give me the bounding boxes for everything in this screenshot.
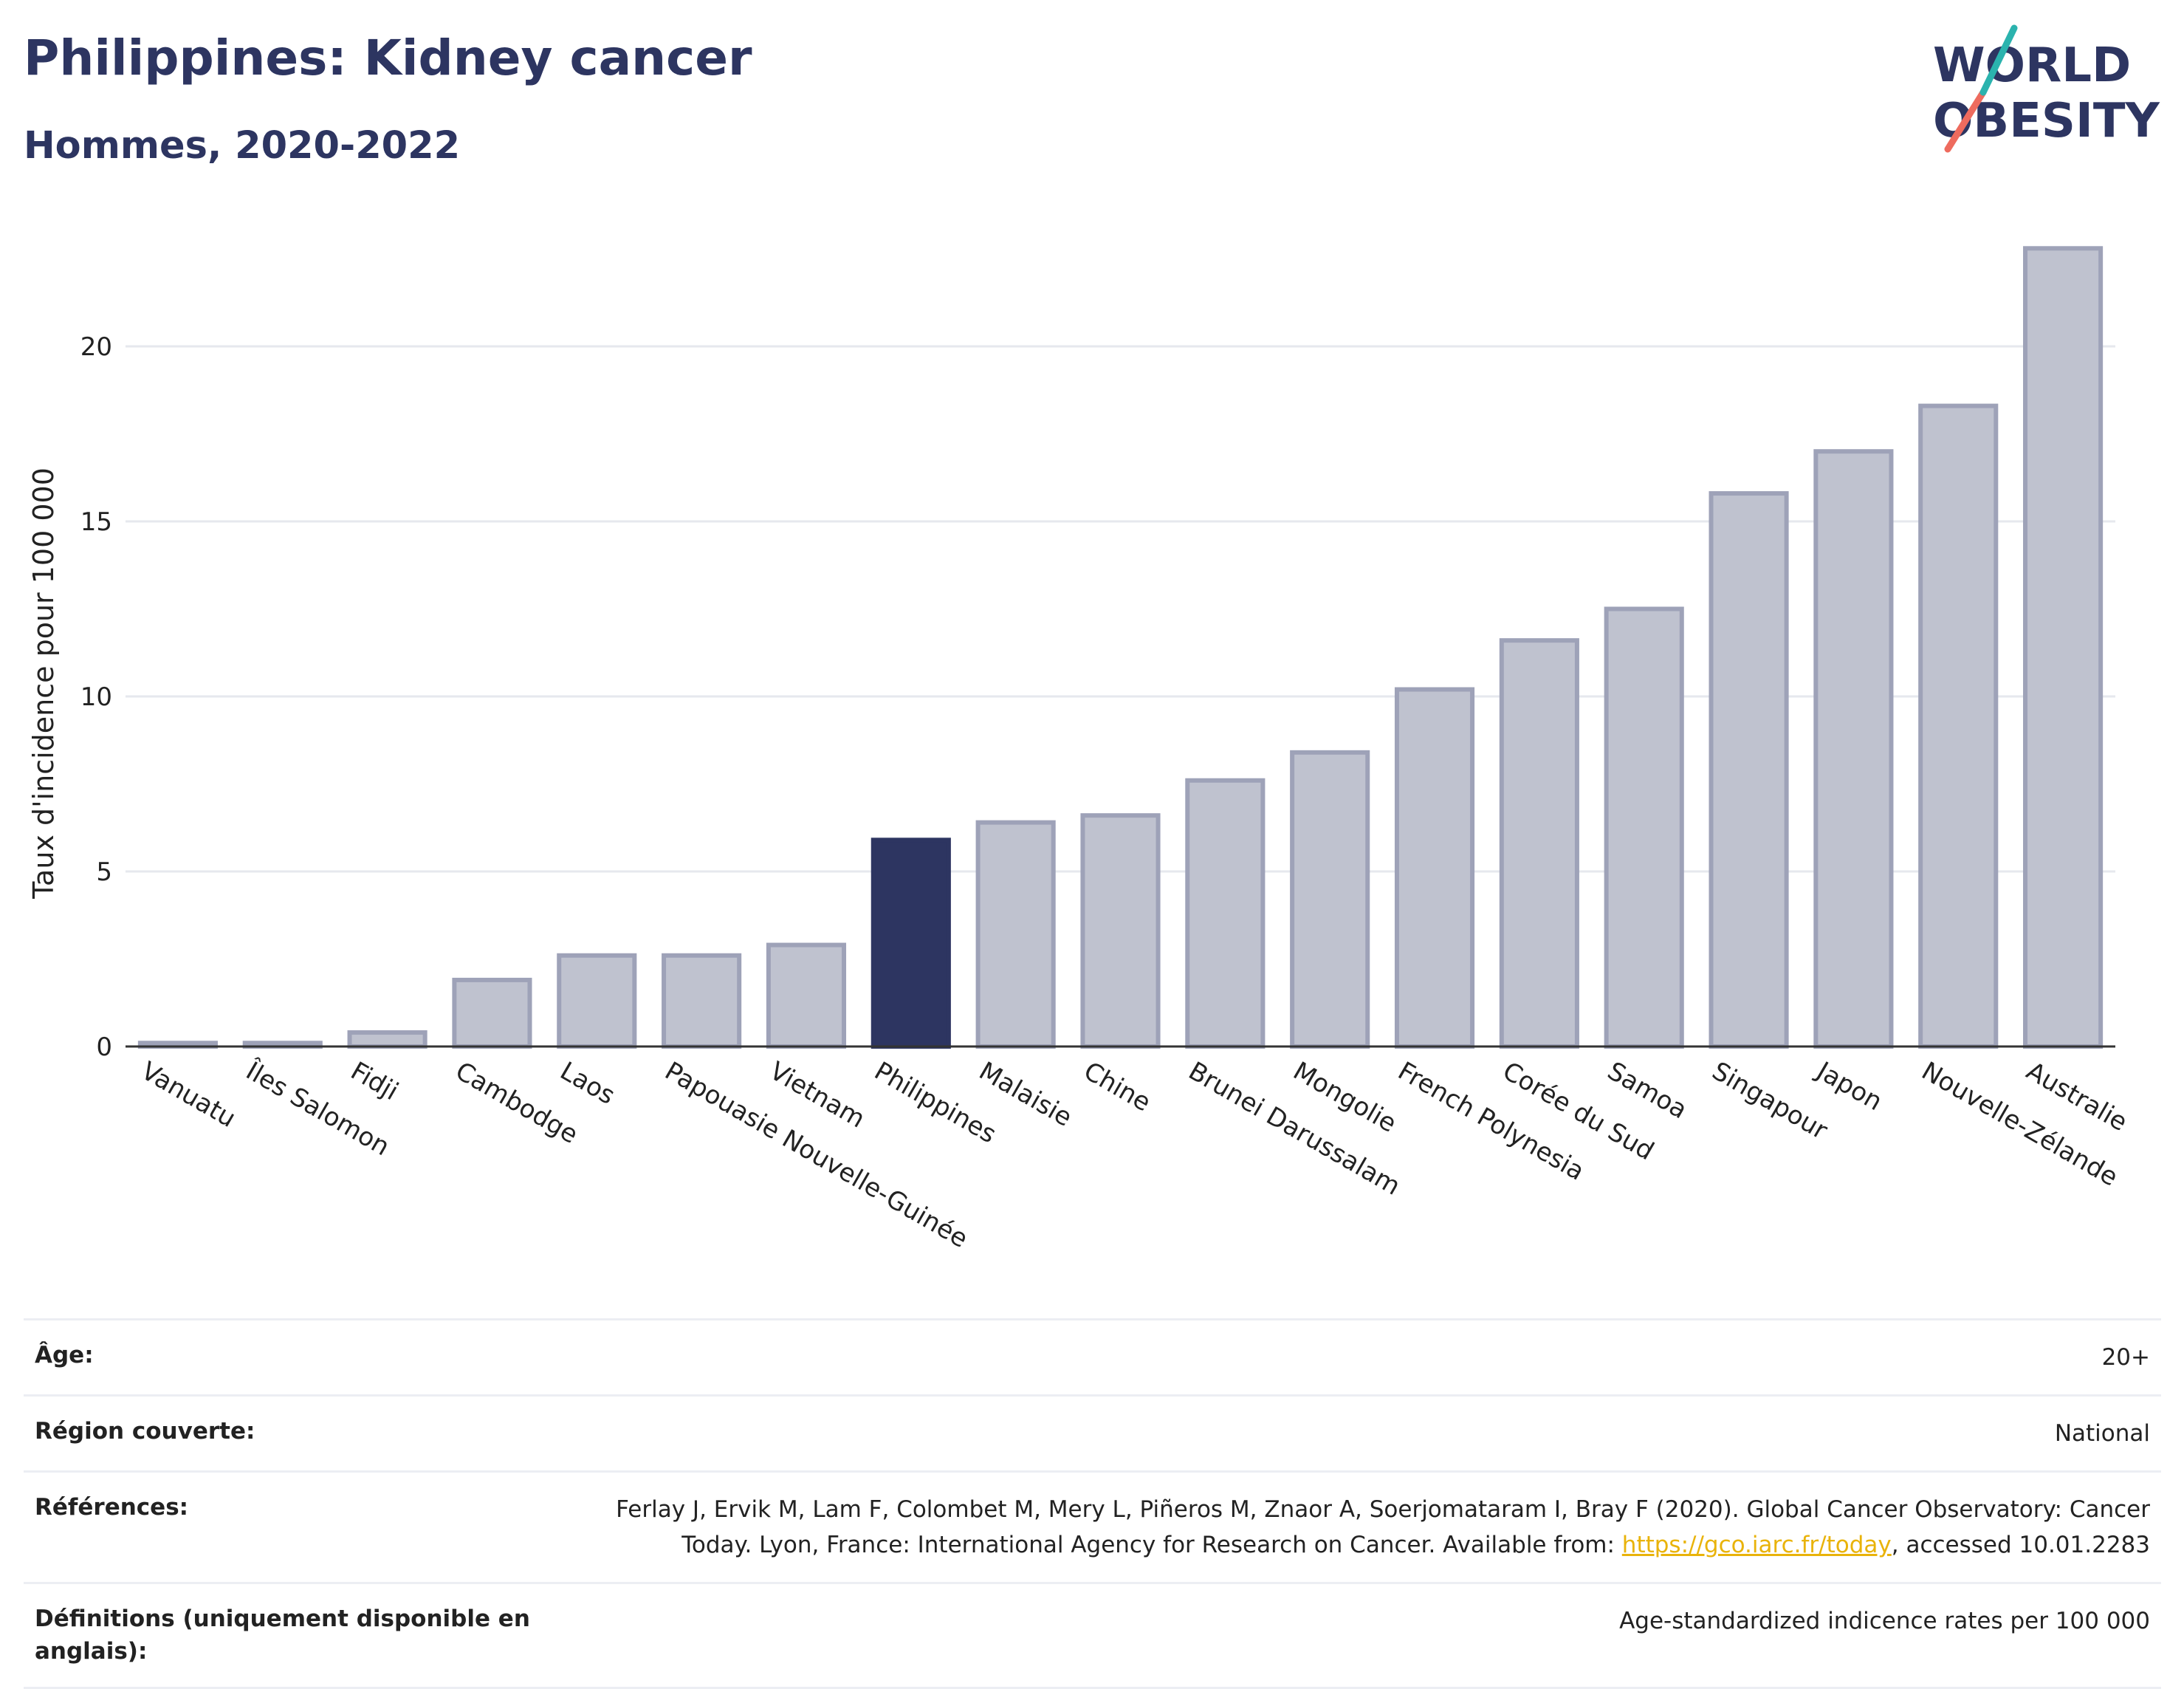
region-label: Région couverte: (35, 1418, 255, 1445)
references-line2-post: , accessed 10.01.2283 (1891, 1532, 2150, 1559)
bar-australie (2023, 246, 2104, 1049)
definitions-label: Définitions (uniquement disponible en an… (35, 1606, 530, 1665)
age-value: 20+ (2101, 1344, 2150, 1371)
chart-title: Philippines: Kidney cancer (24, 30, 752, 86)
references-label: Références: (35, 1494, 189, 1521)
x-tick-label: Singapour (1707, 1056, 1833, 1145)
x-tick-label: Japon (1810, 1055, 1887, 1117)
y-tick-label: 15 (80, 507, 112, 537)
references-row: Références: Ferlay J, Ervik M, Lam F, Co… (24, 1470, 2161, 1582)
bar-mongolie (1290, 750, 1370, 1049)
bar-samoa (1604, 606, 1684, 1049)
references-link[interactable]: https://gco.iarc.fr/today (1621, 1532, 1892, 1559)
age-label: Âge: (35, 1342, 94, 1368)
bar-nouvelle-z-lande (1918, 403, 1999, 1049)
y-tick-label: 0 (96, 1032, 112, 1062)
region-row: Région couverte: National (24, 1394, 2161, 1470)
bar-cor-e-du-sud (1499, 638, 1579, 1049)
definitions-value: Age-standardized indicence rates per 100… (1619, 1608, 2150, 1635)
bar-malaisie (975, 820, 1056, 1049)
x-tick-label: Nouvelle-Zélande (1917, 1056, 2123, 1192)
x-tick-label: Chine (1079, 1056, 1155, 1117)
logo-teal-slash (1979, 24, 2018, 96)
y-tick-label: 5 (96, 857, 112, 887)
x-tick-label: Vanuatu (136, 1056, 240, 1134)
bar-cambodge (452, 977, 532, 1049)
bar-papouasie-nouvelle-guin-e (662, 953, 742, 1049)
y-axis-ticks: 0 5 10 15 20 (80, 332, 112, 1062)
bar-singapour (1709, 491, 1789, 1049)
region-value: National (2054, 1420, 2150, 1448)
definitions-row: Définitions (uniquement disponible en an… (24, 1582, 2161, 1689)
bar-philippines (870, 837, 951, 1049)
x-tick-label: French Polynesia (1393, 1056, 1590, 1187)
bar-vietnam (766, 942, 847, 1049)
info-table: Âge: 20+ Région couverte: National Référ… (24, 1318, 2161, 1689)
references-line1: Ferlay J, Ervik M, Lam F, Colombet M, Me… (616, 1496, 2150, 1524)
bar-laos (557, 953, 637, 1049)
logo-line2: OBESITY (1933, 94, 2160, 148)
bars (137, 246, 2104, 1049)
bar-japon (1813, 449, 1894, 1049)
logo-coral-slash (1944, 89, 1987, 153)
bar-french-polynesia (1394, 687, 1475, 1049)
y-tick-label: 20 (80, 332, 112, 362)
bar-chine (1080, 813, 1161, 1049)
x-tick-label: Fidji (346, 1056, 403, 1106)
bar-fidji (347, 1030, 427, 1049)
x-tick-label: Laos (555, 1056, 620, 1111)
world-obesity-logo: WORLD OBESITY (1933, 24, 2160, 153)
references-line2-pre: Today. Lyon, France: International Agenc… (681, 1532, 1622, 1559)
bar-brunei-darussalam (1185, 778, 1266, 1049)
chart-subtitle: Hommes, 2020-2022 (24, 124, 461, 168)
y-axis-title: Taux d'incidence pour 100 000 (27, 467, 60, 900)
y-tick-label: 10 (80, 682, 112, 712)
x-tick-label: Samoa (1602, 1056, 1692, 1125)
references-value: Ferlay J, Ervik M, Lam F, Colombet M, Me… (566, 1492, 2150, 1563)
logo-line1: WORLD (1933, 38, 2131, 93)
age-row: Âge: 20+ (24, 1318, 2161, 1394)
